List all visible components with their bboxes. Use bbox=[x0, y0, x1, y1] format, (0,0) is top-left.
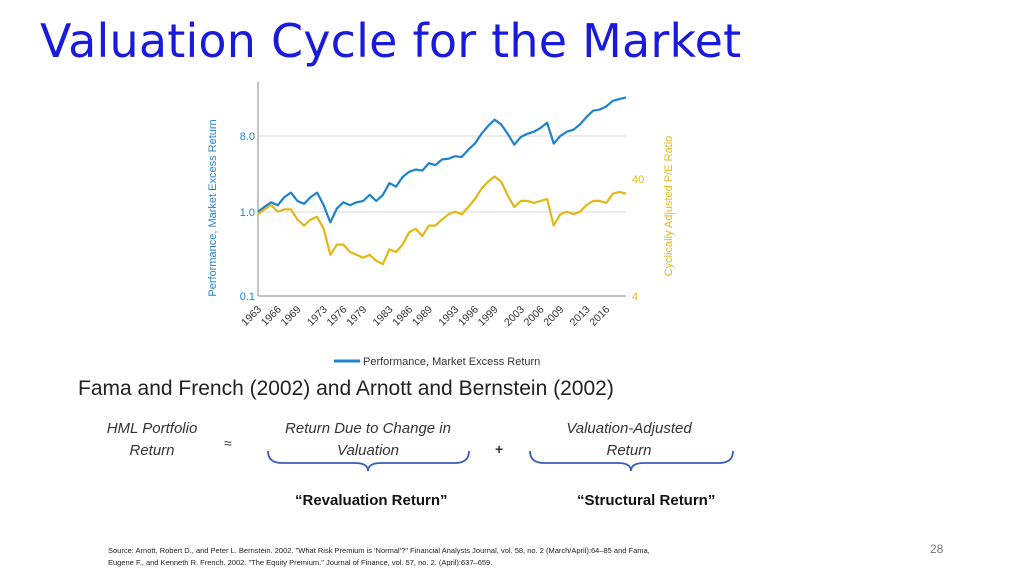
legend-label-performance: Performance, Market Excess Return bbox=[363, 356, 540, 368]
revaluation-brace bbox=[267, 450, 470, 472]
hml-portfolio-return: HML Portfolio Return bbox=[106, 420, 198, 459]
sub-heading: Fama and French (2002) and Arnott and Be… bbox=[78, 377, 614, 400]
structural-brace bbox=[529, 450, 734, 472]
source-note: Source: Arnott, Robert D., and Peter L. … bbox=[108, 545, 708, 569]
source-line-2: Eugene F., and Kenneth R. French. 2002. … bbox=[108, 558, 493, 567]
chart-series bbox=[257, 96, 627, 266]
y-left-tick-label: 1.0 bbox=[240, 207, 255, 219]
structural-term: Valuation-Adjusted Return bbox=[566, 420, 692, 459]
y-left-axis-label: Performance, Market Excess Return bbox=[207, 119, 219, 296]
plus-symbol: + bbox=[495, 441, 504, 457]
revaluation-term: Return Due to Change in Valuation bbox=[285, 420, 451, 459]
source-line-1: Source: Arnott, Robert D., and Peter L. … bbox=[108, 546, 650, 555]
y-right-tick-label: 40 bbox=[632, 174, 644, 186]
y-left-tick-label: 0.1 bbox=[240, 291, 255, 303]
y-left-tick-label: 8.0 bbox=[240, 131, 255, 143]
approx-symbol: ≈ bbox=[224, 435, 232, 451]
page-number: 28 bbox=[930, 542, 944, 556]
y-right-tick-label: 4 bbox=[632, 291, 638, 303]
y-right-axis-label: Cyclically Adjusted P/E Ratio bbox=[663, 136, 675, 277]
structural-return-label: “Structural Return” bbox=[577, 492, 716, 509]
slide-title: Valuation Cycle for the Market bbox=[40, 14, 742, 68]
revaluation-return-label: “Revaluation Return” bbox=[295, 492, 448, 509]
